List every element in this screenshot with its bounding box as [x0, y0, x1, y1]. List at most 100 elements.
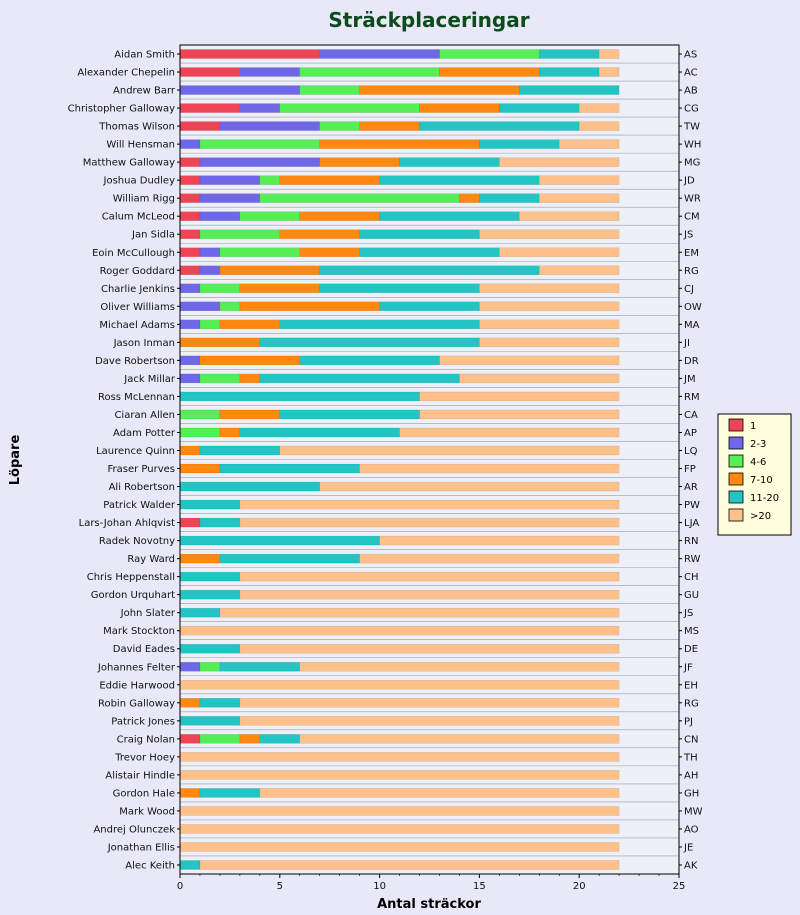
- bar-segment: [179, 625, 620, 636]
- bar-segment: [199, 139, 320, 149]
- bar-segment: [299, 85, 360, 95]
- bar-segment: [319, 283, 480, 294]
- bar-segment: [239, 283, 320, 294]
- y-tick-label: Mark Wood: [119, 806, 175, 817]
- bar-segment: [179, 752, 620, 762]
- bar-segment: [319, 49, 440, 59]
- bar-segment: [319, 481, 620, 492]
- y-tick-label: Matthew Galloway: [83, 158, 175, 169]
- bar-segment: [219, 427, 241, 438]
- bar-segment: [479, 193, 540, 203]
- right-tick-label: AO: [684, 824, 699, 835]
- right-tick-label: JE: [683, 842, 693, 853]
- y-tick-label: Eoin McCullough: [92, 248, 175, 259]
- bar-segment: [179, 301, 221, 312]
- bar-segment: [179, 788, 201, 798]
- right-tick-label: TH: [683, 752, 698, 763]
- right-tick-label: PW: [684, 500, 700, 511]
- bar-segment: [179, 445, 201, 456]
- bar-segment: [199, 265, 221, 276]
- bar-segment: [179, 698, 201, 708]
- legend-swatch: [728, 472, 744, 486]
- bar-segment: [219, 265, 320, 276]
- right-tick-label: RN: [684, 536, 698, 547]
- bar-segment: [219, 553, 360, 564]
- y-tick-label: Will Hensman: [106, 140, 175, 151]
- bar-segment: [499, 157, 620, 167]
- right-tick-label: TW: [683, 122, 700, 133]
- bar-segment: [279, 319, 480, 330]
- bar-segment: [179, 553, 221, 564]
- x-tick-label: 10: [373, 881, 386, 892]
- bar-segment: [299, 247, 360, 257]
- bar-segment: [179, 319, 201, 330]
- bar-segment: [519, 85, 620, 95]
- bar-segment: [219, 301, 241, 312]
- right-tick-label: JS: [683, 230, 693, 241]
- bar-segment: [439, 355, 620, 366]
- bar-segment: [199, 662, 221, 672]
- y-tick-label: Laurence Quinn: [96, 446, 175, 457]
- bar-segment: [179, 337, 261, 348]
- y-tick-label: Michael Adams: [99, 320, 175, 331]
- x-tick-label: 15: [473, 881, 486, 892]
- bar-segment: [359, 247, 500, 257]
- legend-label: >20: [750, 511, 771, 522]
- y-tick-label: Trevor Hoey: [114, 752, 175, 763]
- bar-segment: [459, 193, 480, 203]
- bar-segment: [179, 229, 201, 239]
- bar-segment: [179, 283, 201, 294]
- bar-segment: [179, 481, 320, 492]
- bar-segment: [279, 229, 360, 239]
- bar-segment: [239, 734, 261, 744]
- y-tick-label: Joshua Dudley: [103, 176, 176, 187]
- bar-segment: [479, 301, 620, 312]
- right-tick-label: MA: [684, 320, 700, 331]
- bar-segment: [239, 517, 620, 528]
- bar-segment: [179, 589, 241, 600]
- bar-segment: [279, 175, 380, 185]
- bar-segment: [499, 247, 620, 257]
- bar-segment: [598, 49, 620, 59]
- bar-segment: [539, 67, 600, 77]
- bar-segment: [219, 662, 301, 672]
- bar-segment: [319, 121, 360, 131]
- y-tick-label: Robin Galloway: [98, 698, 175, 709]
- y-tick-label: Charlie Jenkins: [101, 284, 175, 295]
- bar-segment: [179, 265, 201, 276]
- bar-segment: [539, 265, 620, 276]
- y-tick-label: Adam Potter: [113, 428, 176, 439]
- bar-segment: [399, 427, 620, 438]
- bar-segment: [179, 427, 221, 438]
- y-tick-label: Alexander Chepelin: [77, 68, 175, 79]
- y-tick-label: Jason Inman: [113, 338, 175, 349]
- bar-segment: [239, 643, 620, 654]
- bar-segment: [179, 139, 201, 149]
- y-tick-label: Craig Nolan: [117, 734, 175, 745]
- bar-segment: [359, 463, 620, 474]
- bar-segment: [179, 175, 201, 185]
- x-tick-label: 20: [573, 881, 586, 892]
- bar-segment: [359, 85, 520, 95]
- bar-segment: [279, 445, 620, 456]
- right-tick-label: JI: [683, 338, 690, 349]
- y-tick-label: John Slater: [120, 608, 176, 619]
- bar-segment: [419, 391, 620, 402]
- bar-segment: [179, 770, 620, 780]
- bar-segment: [199, 517, 241, 528]
- bar-segment: [439, 49, 540, 59]
- bar-segment: [259, 337, 480, 348]
- bar-segment: [319, 139, 480, 149]
- y-tick-label: Oliver Williams: [100, 302, 175, 313]
- x-tick-label: 0: [177, 881, 183, 892]
- y-tick-label: Thomas Wilson: [98, 122, 175, 133]
- y-tick-label: Jack Millar: [123, 374, 176, 385]
- chart-title: Sträckplaceringar: [328, 8, 529, 32]
- bar-segment: [239, 427, 400, 438]
- right-tick-label: LJA: [684, 518, 699, 529]
- bar-segment: [439, 67, 540, 77]
- y-tick-label: Jan Sidla: [131, 230, 175, 241]
- bar-segment: [239, 67, 301, 77]
- bar-segment: [179, 716, 241, 726]
